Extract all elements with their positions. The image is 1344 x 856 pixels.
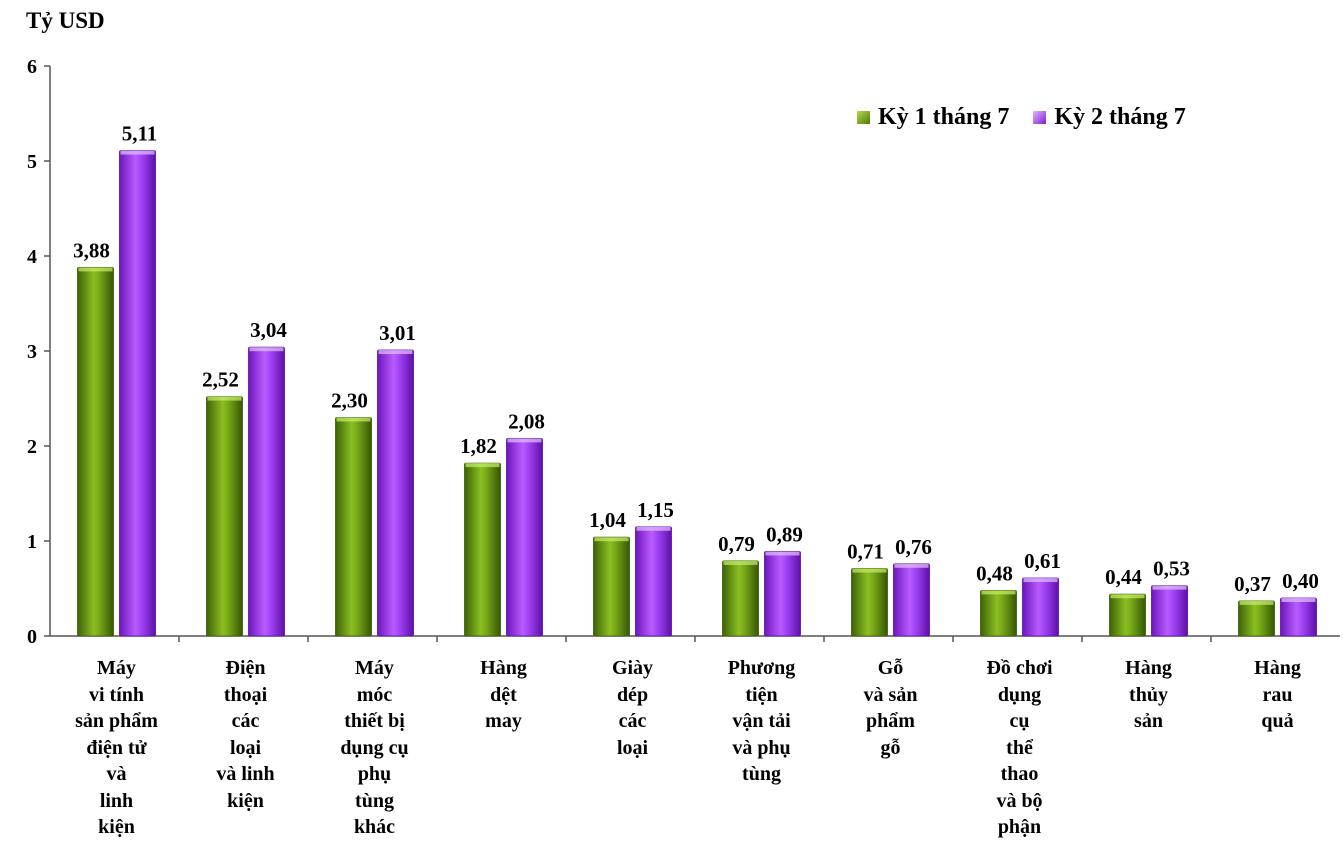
legend-item-series-2: Kỳ 2 tháng 7 bbox=[1033, 104, 1186, 131]
y-tick-label: 3 bbox=[27, 341, 37, 363]
y-tick-label: 2 bbox=[27, 436, 37, 458]
data-label-series-2: 3,04 bbox=[250, 318, 287, 342]
data-label-series-1: 2,52 bbox=[202, 368, 239, 392]
bar-series-2 bbox=[506, 437, 543, 637]
data-label-series-1: 1,82 bbox=[460, 434, 497, 458]
x-category-label: Điện thoại các loại và linh kiện bbox=[216, 657, 275, 812]
bar-series-2 bbox=[1151, 585, 1188, 637]
bar-cap-series-1 bbox=[336, 417, 371, 422]
bar-series-2 bbox=[635, 526, 672, 637]
data-label-series-1: 0,44 bbox=[1105, 565, 1142, 589]
x-category-label: Hàng rau quả bbox=[1254, 657, 1301, 732]
x-category-label: Hàng thủy sản bbox=[1125, 657, 1172, 732]
data-label-series-1: 0,79 bbox=[718, 532, 755, 556]
bar-cap-series-1 bbox=[723, 560, 758, 565]
x-category-label: Giày dép các loại bbox=[611, 657, 654, 759]
bar-series-1 bbox=[335, 417, 372, 637]
bar-series-2 bbox=[764, 551, 801, 637]
bar-cap-series-2 bbox=[894, 563, 929, 568]
y-tick-label: 1 bbox=[27, 531, 37, 553]
y-tick-label: 0 bbox=[27, 626, 37, 648]
x-category-label: Máy vi tính sản phẩm điện tử và linh kiệ… bbox=[75, 657, 158, 838]
bar-cap-series-1 bbox=[1239, 600, 1274, 605]
data-label-series-2: 0,61 bbox=[1024, 549, 1061, 573]
bar-series-1 bbox=[464, 462, 501, 637]
bar-cap-series-1 bbox=[852, 568, 887, 573]
data-label-series-2: 0,53 bbox=[1153, 557, 1190, 581]
bar-series-1 bbox=[593, 536, 630, 637]
data-label-series-1: 1,04 bbox=[589, 508, 626, 532]
bar-cap-series-2 bbox=[249, 347, 284, 352]
bar-cap-series-2 bbox=[378, 350, 413, 355]
bar-cap-series-2 bbox=[120, 150, 155, 155]
legend: Kỳ 1 tháng 7 Kỳ 2 tháng 7 bbox=[857, 104, 1186, 131]
data-label-series-2: 0,89 bbox=[766, 522, 803, 546]
bar-series-2 bbox=[377, 349, 414, 637]
bar-cap-series-1 bbox=[78, 267, 113, 272]
data-label-series-1: 0,48 bbox=[976, 561, 1013, 585]
bar-series-1 bbox=[722, 560, 759, 637]
data-label-series-2: 2,08 bbox=[508, 409, 545, 433]
bar-cap-series-1 bbox=[1110, 594, 1145, 599]
data-label-series-2: 0,40 bbox=[1282, 569, 1319, 593]
bar-series-2 bbox=[1280, 597, 1317, 637]
legend-swatch-series-1 bbox=[857, 111, 870, 124]
x-category-label: Máy móc thiết bị dụng cụ phụ tùng khác bbox=[340, 657, 409, 838]
bar-cap-series-2 bbox=[507, 438, 542, 443]
bar-series-1 bbox=[980, 590, 1017, 637]
bar-series-1 bbox=[77, 266, 114, 637]
bar-cap-series-1 bbox=[594, 537, 629, 542]
data-label-series-2: 3,01 bbox=[379, 321, 416, 345]
bar-series-2 bbox=[248, 346, 285, 637]
data-label-series-2: 1,15 bbox=[637, 498, 674, 522]
bar-cap-series-2 bbox=[1281, 598, 1316, 602]
data-label-series-2: 0,76 bbox=[895, 535, 932, 559]
y-tick-label: 6 bbox=[27, 56, 37, 78]
x-category-label: Phương tiện vận tải và phụ tùng bbox=[727, 657, 796, 785]
bar-cap-series-1 bbox=[465, 463, 500, 468]
x-category-label: Đồ chơi dụng cụ thể thao và bộ phận bbox=[986, 657, 1053, 838]
bar-series-1 bbox=[851, 568, 888, 637]
legend-label-series-1: Kỳ 1 tháng 7 bbox=[878, 104, 1010, 130]
bar-cap-series-1 bbox=[207, 396, 242, 401]
data-label-series-1: 3,88 bbox=[73, 238, 110, 262]
bar-series-1 bbox=[1238, 600, 1275, 637]
bar-series-1 bbox=[206, 396, 243, 637]
bar-cap-series-2 bbox=[765, 551, 800, 556]
bar-series-2 bbox=[119, 150, 156, 637]
x-category-label: Hàng dệt may bbox=[480, 657, 527, 732]
y-tick-label: 5 bbox=[27, 151, 37, 173]
data-label-series-1: 0,71 bbox=[847, 540, 884, 564]
legend-item-series-1: Kỳ 1 tháng 7 bbox=[857, 104, 1009, 131]
x-category-label: Gỗ và sản phẩm gỗ bbox=[863, 657, 918, 759]
bar-series-2 bbox=[1022, 577, 1059, 637]
bar-chart: 0 1 2 3 4 5 6 3,88 5,11 2,52 3,04 2,30 3,01 1,82 2,08… bbox=[27, 56, 1340, 648]
data-label-series-2: 5,11 bbox=[122, 122, 158, 146]
legend-label-series-2: Kỳ 2 tháng 7 bbox=[1054, 104, 1186, 130]
data-label-series-1: 2,30 bbox=[331, 389, 368, 413]
bar-series-2 bbox=[893, 563, 930, 637]
bar-cap-series-2 bbox=[1152, 585, 1187, 590]
data-label-series-1: 0,37 bbox=[1234, 572, 1271, 596]
bar-cap-series-1 bbox=[981, 590, 1016, 595]
y-tick-label: 4 bbox=[27, 246, 37, 268]
bar-cap-series-2 bbox=[636, 526, 671, 531]
bar-cap-series-2 bbox=[1023, 578, 1058, 583]
bar-series-1 bbox=[1109, 593, 1146, 637]
y-axis-label: Tỷ USD bbox=[26, 8, 105, 33]
legend-swatch-series-2 bbox=[1033, 111, 1047, 124]
